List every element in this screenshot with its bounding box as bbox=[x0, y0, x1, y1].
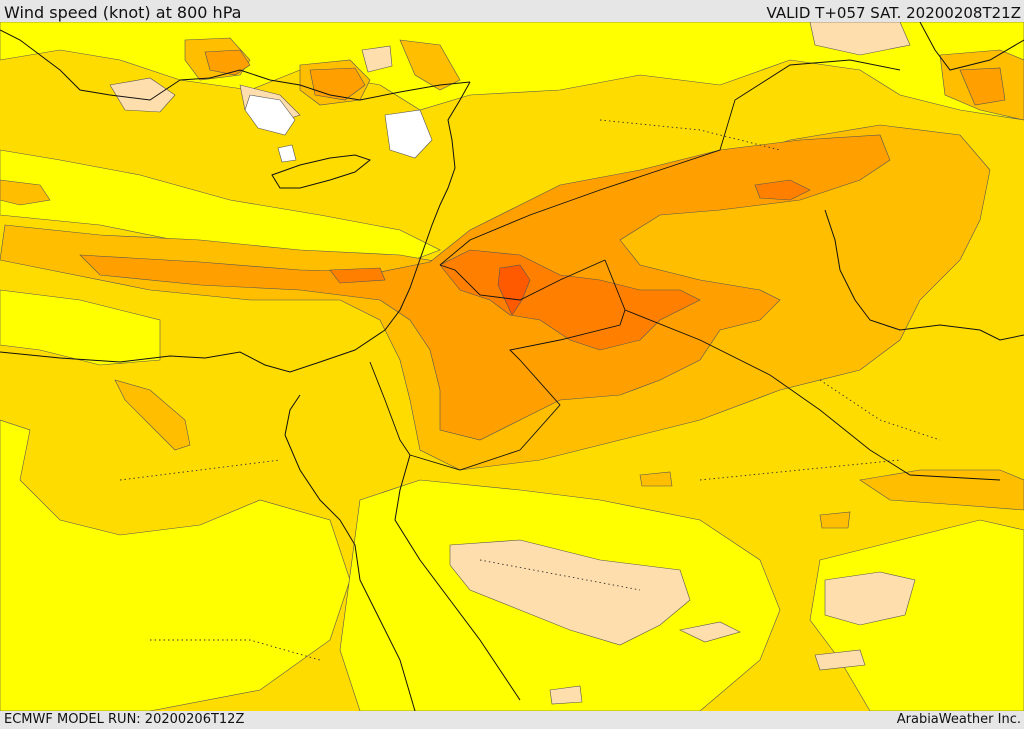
border-lines bbox=[369, 59, 1001, 481]
field-5-10-patch bbox=[679, 621, 741, 643]
field-5-10-patch bbox=[549, 685, 583, 705]
coastline-aegean bbox=[0, 29, 181, 101]
field-20-25-southeast bbox=[859, 469, 1024, 511]
field-lt5-patch bbox=[277, 144, 297, 163]
coastline-persian-gulf bbox=[824, 209, 1024, 341]
coastline-turkey bbox=[179, 69, 471, 101]
field-10-15-southwest bbox=[0, 419, 351, 711]
field-10-15-north bbox=[0, 22, 1024, 121]
field-25-30-patch bbox=[204, 49, 251, 76]
field-25-30-patch bbox=[959, 67, 1006, 106]
map-title: Wind speed (knot) at 800 hPa bbox=[4, 3, 242, 22]
valid-time: VALID T+057 SAT. 20200208T21Z bbox=[766, 4, 1021, 22]
coastline-mediterranean bbox=[0, 81, 471, 373]
model-run: ECMWF MODEL RUN: 20200206T12Z bbox=[4, 712, 245, 727]
coastline-cyprus bbox=[271, 154, 372, 189]
field-5-10-patch bbox=[824, 571, 916, 626]
wind-speed-map bbox=[0, 22, 1024, 711]
field-5-10-patch bbox=[109, 77, 176, 113]
field-5-10-patch bbox=[449, 539, 691, 646]
field-5-10-patch bbox=[814, 649, 866, 671]
credit: ArabiaWeather Inc. bbox=[896, 712, 1021, 727]
field-5-10-patch bbox=[809, 22, 911, 56]
field-25-30-patch bbox=[309, 67, 366, 101]
coastline-gulf-suez bbox=[284, 394, 301, 436]
field-lt5-patch bbox=[244, 94, 296, 136]
coastline-red-sea-east bbox=[394, 454, 521, 701]
field-20-25-west-patch bbox=[0, 179, 51, 206]
coastline-red-sea-west bbox=[284, 434, 416, 711]
field-gt35-core bbox=[497, 264, 531, 316]
dotted-boundary bbox=[119, 119, 941, 661]
field-20-25-sinai bbox=[114, 379, 191, 451]
field-20-25-small bbox=[639, 471, 673, 487]
field-20-25-small bbox=[819, 511, 851, 529]
coastline-caspian bbox=[919, 22, 1024, 71]
field-10-15-west-south bbox=[0, 289, 161, 366]
field-10-15-west-band bbox=[0, 149, 441, 266]
field-20-25-north-patch bbox=[399, 39, 461, 91]
header-bar: Wind speed (knot) at 800 hPa VALID T+057… bbox=[0, 0, 1024, 22]
field-lt5-patch bbox=[384, 109, 433, 159]
field-5-10-patch bbox=[361, 45, 393, 73]
field-30-35-patch bbox=[329, 267, 386, 284]
footer-bar: ECMWF MODEL RUN: 20200206T12Z ArabiaWeat… bbox=[0, 711, 1024, 729]
field-30-35-patch bbox=[754, 179, 811, 201]
